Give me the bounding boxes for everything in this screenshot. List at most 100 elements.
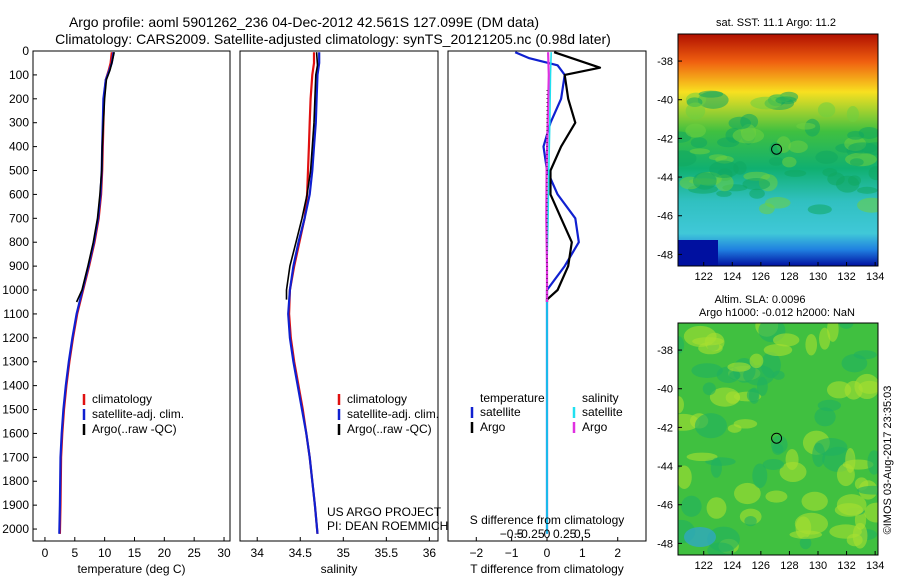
sla-texture-patch bbox=[829, 524, 862, 539]
sst-texture-patch bbox=[732, 127, 765, 144]
sst-texture-patch bbox=[857, 197, 878, 213]
x-tick-label: 134 bbox=[866, 271, 884, 283]
x-tick-label: 132 bbox=[837, 560, 855, 572]
series-line-satellite bbox=[58, 52, 115, 534]
s-tick-label: 0.5 bbox=[574, 527, 591, 541]
s-tick-label: −0.5 bbox=[500, 527, 524, 541]
x-tick-label: 15 bbox=[128, 546, 142, 560]
x-axis-label: T difference from climatology bbox=[470, 562, 624, 576]
sla-texture-patch bbox=[799, 536, 812, 550]
series-line-argo bbox=[285, 52, 319, 300]
sst-texture-patch bbox=[835, 175, 860, 193]
legend-label: Argo(..raw -QC) bbox=[347, 422, 432, 436]
y-tick-label: -42 bbox=[657, 422, 673, 434]
y-tick-label: -46 bbox=[657, 211, 673, 223]
sla-texture-patch bbox=[734, 482, 761, 505]
series-line-argo bbox=[75, 52, 115, 303]
legend-label: Argo(..raw -QC) bbox=[92, 422, 177, 436]
sst-texture-patch bbox=[689, 148, 710, 155]
x-tick-label: 130 bbox=[809, 271, 827, 283]
sla-map-panel: 122 124 126 128 130 132 134 -38 -40 -42 -44 -46 -48 bbox=[657, 322, 884, 572]
y-tick-label: 1000 bbox=[2, 283, 29, 297]
x-tick-label: 126 bbox=[752, 271, 770, 283]
sla-texture-patch bbox=[814, 407, 836, 427]
sla-texture-patch bbox=[749, 353, 764, 369]
sla-texture-patch bbox=[678, 396, 684, 414]
timestamp-stamp: ©IMOS 03-Aug-2017 23:35:03 bbox=[882, 386, 894, 535]
sst-texture-patch bbox=[788, 140, 808, 153]
x-axis-label: salinity bbox=[321, 562, 358, 576]
y-tick-label: -38 bbox=[657, 345, 673, 357]
difference-panel: −2 −1 0 1 2 T difference from climatology temp… bbox=[447, 50, 647, 576]
legend-label: satellite bbox=[480, 405, 521, 419]
y-tick-label: 1700 bbox=[2, 450, 29, 464]
y-tick-label: 1300 bbox=[2, 355, 29, 369]
sst-map-panel: 122 124 126 128 130 132 134 -38 -40 -42 -44 -46 -48 bbox=[657, 33, 884, 283]
sla-texture-patch bbox=[779, 461, 807, 482]
pi-label: PI: DEAN ROEMMICH bbox=[327, 519, 448, 533]
sst-cold-patch bbox=[678, 240, 718, 266]
sla-texture-patch bbox=[836, 494, 867, 516]
series-line-satellite bbox=[287, 52, 321, 534]
argo-location-marker bbox=[771, 143, 783, 155]
sla-texture-patch bbox=[743, 365, 775, 386]
series-line-argo bbox=[545, 51, 602, 302]
sst-texture-patch bbox=[764, 197, 791, 209]
sst-texture-patch bbox=[708, 154, 728, 161]
sst-texture-patch bbox=[849, 158, 864, 167]
sst-texture-patch bbox=[678, 150, 697, 167]
x-tick-label: 34 bbox=[251, 546, 265, 560]
sla-texture-patch bbox=[678, 336, 685, 354]
sla-texture-patch bbox=[727, 362, 751, 372]
sla-texture-patch bbox=[772, 443, 784, 455]
y-tick-label: 1400 bbox=[2, 379, 29, 393]
sla-texture-patch bbox=[706, 497, 727, 519]
y-tick-label: 2000 bbox=[2, 522, 29, 536]
sla-texture-patch bbox=[839, 323, 854, 329]
salinity-panel: 34 34.5 35 35.5 36 salinity climatologysatelli… bbox=[239, 50, 439, 576]
temperature-panel: 0 5 10 15 20 25 300100200300400500600700800900… bbox=[2, 44, 231, 576]
sla-texture-patch bbox=[794, 512, 829, 535]
sla-map-title-line1: Altim. SLA: 0.0096 bbox=[714, 294, 805, 306]
sst-texture-patch bbox=[848, 142, 878, 154]
sla-texture-patch bbox=[691, 363, 723, 378]
x-tick-label: 10 bbox=[98, 546, 112, 560]
y-tick-label: 100 bbox=[9, 68, 29, 82]
x-tick-label: 36 bbox=[423, 546, 437, 560]
x-tick-label: 130 bbox=[809, 560, 827, 572]
y-tick-label: -42 bbox=[657, 133, 673, 145]
y-tick-label: -40 bbox=[657, 384, 673, 396]
sla-low-patch bbox=[684, 527, 716, 547]
sla-texture-patch bbox=[845, 447, 856, 473]
y-tick-label: -40 bbox=[657, 95, 673, 107]
y-tick-label: -48 bbox=[657, 538, 673, 550]
sst-texture-patch bbox=[685, 102, 706, 120]
sla-texture-patch bbox=[681, 495, 702, 517]
s-tick-label: 0 bbox=[544, 527, 551, 541]
y-tick-label: 1500 bbox=[2, 403, 29, 417]
sla-texture-patch bbox=[746, 388, 759, 402]
sst-texture-patch bbox=[846, 106, 859, 123]
sla-texture-patch bbox=[752, 463, 768, 489]
sla-texture-patch bbox=[678, 465, 692, 490]
sla-texture-patch bbox=[867, 450, 878, 475]
x-tick-label: 122 bbox=[695, 271, 713, 283]
sla-texture-patch bbox=[702, 382, 716, 396]
map-frame bbox=[677, 322, 879, 556]
legend-label: satellite-adj. clim. bbox=[347, 407, 439, 421]
s-tick-label: −0.25 bbox=[514, 527, 545, 541]
sla-image bbox=[678, 323, 878, 555]
y-tick-label: -48 bbox=[657, 249, 673, 261]
sst-image bbox=[678, 34, 878, 266]
y-tick-label: 600 bbox=[9, 187, 29, 201]
x-tick-label: 25 bbox=[188, 546, 202, 560]
x-tick-label: −2 bbox=[469, 546, 483, 560]
legend-label: climatology bbox=[347, 392, 407, 406]
y-tick-label: 900 bbox=[9, 259, 29, 273]
sst-texture-patch bbox=[698, 90, 724, 98]
sst-texture-patch bbox=[742, 178, 771, 191]
sst-texture-patch bbox=[749, 188, 765, 199]
y-tick-label: 1200 bbox=[2, 331, 29, 345]
y-tick-label: 300 bbox=[9, 116, 29, 130]
